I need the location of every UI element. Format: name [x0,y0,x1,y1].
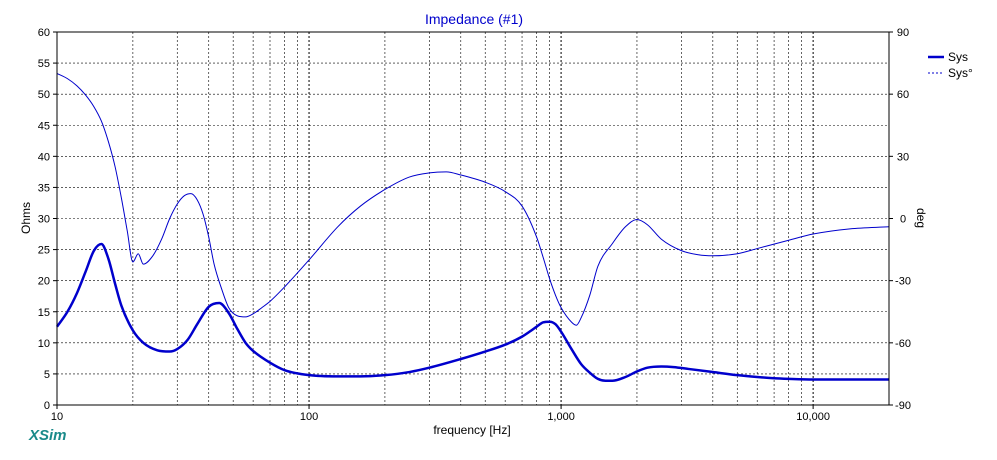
y-tick-label: 5 [44,369,50,381]
x-tick-label: 10,000 [796,411,830,423]
y-tick-label: 30 [38,214,50,226]
tick-label-layer: 0 5 10 15 20 25 30 35 40 45 50 55 60 -90 -60 -30 0 30 60 90… [38,27,911,423]
plot-frame [56,31,890,406]
y2-tick-label: -60 [895,338,911,350]
y-tick-label: 55 [38,58,50,70]
x-tick-label: 1,000 [547,411,575,423]
y-axis-label: Ohms [19,202,33,234]
legend-label-sys-phase: Sys° [948,66,973,80]
series-line-sys [55,242,889,382]
y-tick-label: 50 [38,89,50,101]
y2-axis-label: deg [914,208,928,228]
y2-tick-label: -30 [895,276,911,288]
y-tick-label: 40 [38,151,50,163]
grid-layer [57,32,889,405]
x-tick-label: 10 [51,411,63,423]
xsim-logo: XSim [29,427,67,444]
y2-tick-label: 60 [897,89,909,101]
legend: Sys Sys° [928,50,973,80]
y2-tick-label: 90 [897,27,909,39]
y-tick-label: 45 [38,120,50,132]
chart-title: Impedance (#1) [425,11,523,27]
y-tick-label: 15 [38,307,50,319]
series-line-sys-phase [56,72,890,326]
y2-tick-label: 30 [897,151,909,163]
y-tick-label: 10 [38,338,50,350]
y-tick-label: 25 [38,245,50,257]
y-tick-label: 0 [44,400,50,412]
x-tick-label: 100 [300,411,318,423]
y-tick-label: 20 [38,276,50,288]
y-tick-label: 35 [38,182,50,194]
y2-tick-label: 0 [900,214,906,226]
y-tick-label: 60 [38,27,50,39]
x-axis-label: frequency [Hz] [433,423,510,437]
series-layer [55,72,890,382]
y2-tick-label: -90 [895,400,911,412]
legend-label-sys: Sys [948,50,968,64]
